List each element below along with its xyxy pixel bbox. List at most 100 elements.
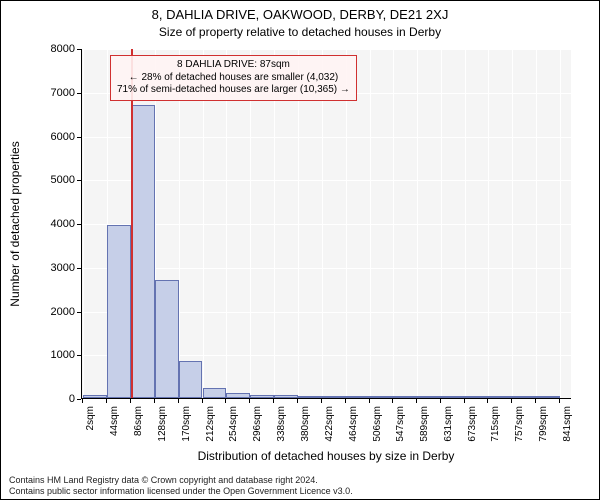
- marker-line: [131, 49, 133, 398]
- footer-line1: Contains HM Land Registry data © Crown c…: [9, 475, 353, 485]
- x-tick-label: 841sqm: [562, 406, 573, 442]
- x-tick-mark: [369, 399, 370, 403]
- grid-line-v: [560, 49, 561, 398]
- histogram-bar: [155, 280, 179, 398]
- y-tick-label: 4000: [35, 218, 75, 230]
- grid-line-v: [417, 49, 418, 398]
- annotation-line2: ← 28% of detached houses are smaller (4,…: [117, 72, 350, 85]
- x-tick-mark: [154, 399, 155, 403]
- x-tick-mark: [273, 399, 274, 403]
- x-tick-label: 254sqm: [228, 406, 239, 442]
- histogram-bar: [226, 393, 250, 398]
- x-tick-mark: [345, 399, 346, 403]
- y-tick-label: 8000: [35, 43, 75, 55]
- histogram-bar: [83, 395, 107, 399]
- grid-line-v: [322, 49, 323, 398]
- y-tick-mark: [77, 93, 81, 94]
- histogram-bar: [512, 396, 536, 398]
- y-tick-mark: [77, 399, 81, 400]
- histogram-bar: [131, 105, 155, 398]
- histogram-bar: [488, 396, 512, 398]
- annotation-box: 8 DAHLIA DRIVE: 87sqm ← 28% of detached …: [110, 55, 357, 101]
- grid-line-v: [512, 49, 513, 398]
- y-tick-label: 1000: [35, 349, 75, 361]
- histogram-bar: [203, 388, 227, 398]
- x-tick-label: 86sqm: [133, 406, 144, 436]
- x-tick-mark: [106, 399, 107, 403]
- x-tick-mark: [82, 399, 83, 403]
- x-tick-mark: [440, 399, 441, 403]
- histogram-bar: [274, 395, 298, 398]
- y-tick-label: 3000: [35, 262, 75, 274]
- x-tick-mark: [321, 399, 322, 403]
- grid-line-v: [346, 49, 347, 398]
- chart-subtitle: Size of property relative to detached ho…: [1, 25, 599, 39]
- x-tick-mark: [249, 399, 250, 403]
- histogram-bar: [322, 396, 346, 398]
- grid-line-v: [488, 49, 489, 398]
- x-tick-label: 506sqm: [372, 406, 383, 442]
- plot-area: [81, 49, 571, 399]
- histogram-bar: [179, 361, 203, 398]
- histogram-bar: [536, 396, 560, 398]
- x-tick-mark: [416, 399, 417, 403]
- histogram-bar: [298, 396, 322, 398]
- x-axis-label: Distribution of detached houses by size …: [81, 449, 571, 463]
- x-tick-label: 128sqm: [157, 406, 168, 442]
- histogram-bar: [250, 395, 274, 399]
- x-tick-label: 422sqm: [324, 406, 335, 442]
- grid-line-v: [370, 49, 371, 398]
- x-tick-mark: [487, 399, 488, 403]
- grid-line-v: [465, 49, 466, 398]
- histogram-bar: [370, 396, 393, 398]
- x-tick-label: 757sqm: [514, 406, 525, 442]
- x-tick-label: 2sqm: [85, 406, 96, 430]
- y-tick-mark: [77, 268, 81, 269]
- x-tick-label: 589sqm: [419, 406, 430, 442]
- x-tick-label: 296sqm: [252, 406, 263, 442]
- x-tick-label: 799sqm: [538, 406, 549, 442]
- y-tick-mark: [77, 312, 81, 313]
- x-tick-label: 715sqm: [490, 406, 501, 442]
- grid-line-v: [179, 49, 180, 398]
- annotation-line3: 71% of semi-detached houses are larger (…: [117, 84, 350, 97]
- x-tick-label: 380sqm: [300, 406, 311, 442]
- histogram-bar: [107, 225, 131, 398]
- grid-line-v: [393, 49, 394, 398]
- annotation-line1: 8 DAHLIA DRIVE: 87sqm: [117, 59, 350, 72]
- x-tick-mark: [178, 399, 179, 403]
- chart-title: 8, DAHLIA DRIVE, OAKWOOD, DERBY, DE21 2X…: [1, 7, 599, 22]
- y-tick-mark: [77, 224, 81, 225]
- y-tick-label: 2000: [35, 306, 75, 318]
- grid-line-v: [441, 49, 442, 398]
- grid-line-v: [250, 49, 251, 398]
- x-tick-mark: [130, 399, 131, 403]
- y-tick-mark: [77, 355, 81, 356]
- grid-line-v: [274, 49, 275, 398]
- grid-line-v: [298, 49, 299, 398]
- x-tick-label: 338sqm: [276, 406, 287, 442]
- x-tick-mark: [511, 399, 512, 403]
- footer-attribution: Contains HM Land Registry data © Crown c…: [9, 475, 353, 496]
- grid-line-v: [536, 49, 537, 398]
- x-tick-label: 170sqm: [181, 406, 192, 442]
- x-tick-label: 464sqm: [348, 406, 359, 442]
- y-tick-mark: [77, 49, 81, 50]
- x-tick-label: 673sqm: [467, 406, 478, 442]
- y-tick-label: 5000: [35, 174, 75, 186]
- x-tick-mark: [535, 399, 536, 403]
- footer-line2: Contains public sector information licen…: [9, 486, 353, 496]
- chart-container: 8, DAHLIA DRIVE, OAKWOOD, DERBY, DE21 2X…: [0, 0, 600, 500]
- y-tick-label: 7000: [35, 87, 75, 99]
- y-tick-mark: [77, 180, 81, 181]
- grid-line-v: [83, 49, 84, 398]
- x-tick-mark: [225, 399, 226, 403]
- x-tick-mark: [464, 399, 465, 403]
- x-tick-mark: [559, 399, 560, 403]
- histogram-bar: [393, 396, 417, 398]
- x-tick-label: 44sqm: [109, 406, 120, 436]
- x-tick-mark: [392, 399, 393, 403]
- x-tick-label: 547sqm: [395, 406, 406, 442]
- histogram-bar: [346, 396, 370, 398]
- y-tick-mark: [77, 137, 81, 138]
